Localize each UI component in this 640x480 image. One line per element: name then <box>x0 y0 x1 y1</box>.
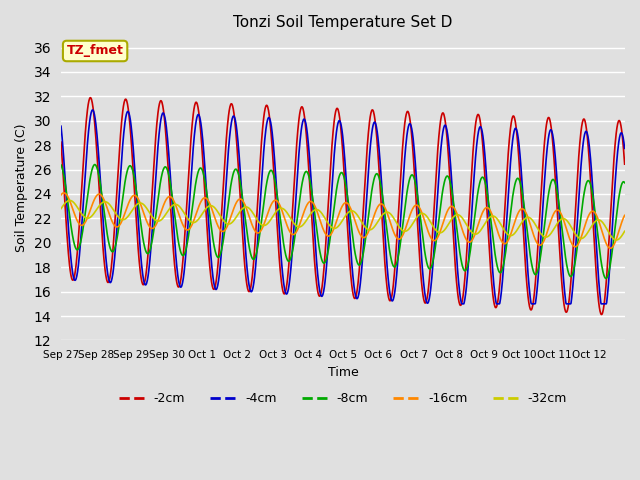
X-axis label: Time: Time <box>328 366 358 379</box>
Legend: -2cm, -4cm, -8cm, -16cm, -32cm: -2cm, -4cm, -8cm, -16cm, -32cm <box>114 387 572 410</box>
Text: TZ_fmet: TZ_fmet <box>67 45 124 58</box>
Y-axis label: Soil Temperature (C): Soil Temperature (C) <box>15 124 28 252</box>
Title: Tonzi Soil Temperature Set D: Tonzi Soil Temperature Set D <box>234 15 452 30</box>
